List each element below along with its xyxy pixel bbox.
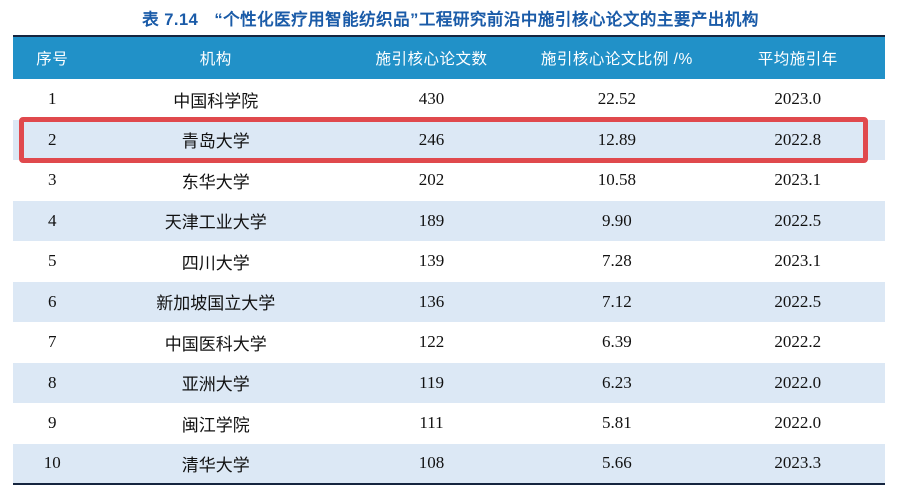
cell-institution: 天津工业大学 [164, 213, 267, 233]
table-title: 表 7.14 “个性化医疗用智能纺织品”工程研究前沿中施引核心论文的主要产出机构 [0, 7, 901, 29]
table-body: 1 中国科学院 430 22.52 2023.0 2 青岛大学 246 12.89 2022.8 3… [13, 79, 885, 484]
cell-citing-core-paper-count: 430 [418, 89, 445, 109]
cell-citing-core-paper-count: 189 [418, 210, 445, 230]
cell-mean-citing-year: 2022.0 [774, 413, 822, 433]
col-header-institution: 机构 [91, 36, 340, 79]
table-row: 7 中国医科大学 122 6.39 2022.2 [13, 322, 885, 363]
cell-rank: 8 [47, 372, 57, 392]
table-number: 表 7.14 [142, 11, 199, 29]
cell-rank: 3 [47, 170, 57, 190]
cell-rank: 7 [47, 332, 57, 352]
report-page: 表 7.14 “个性化医疗用智能纺织品”工程研究前沿中施引核心论文的主要产出机构… [0, 7, 901, 488]
cell-rank: 5 [47, 251, 57, 271]
table-row: 5 四川大学 139 7.28 2023.1 [13, 241, 885, 282]
cell-institution: 青岛大学 [181, 132, 250, 152]
cell-citing-core-paper-ratio: 7.12 [601, 291, 632, 311]
cell-mean-citing-year: 2023.1 [774, 251, 822, 271]
cell-citing-core-paper-ratio: 12.89 [597, 129, 636, 149]
cell-institution: 东华大学 [181, 172, 250, 192]
cell-citing-core-paper-ratio: 6.23 [601, 372, 632, 392]
cell-citing-core-paper-count: 122 [418, 332, 445, 352]
cell-citing-core-paper-ratio: 22.52 [597, 89, 636, 109]
cell-citing-core-paper-ratio: 6.39 [601, 332, 632, 352]
cell-mean-citing-year: 2022.2 [774, 332, 822, 352]
col-header-citing-core-paper-count: 施引核心论文数 [339, 36, 524, 79]
cell-institution: 新加坡国立大学 [156, 294, 276, 314]
cell-citing-core-paper-count: 119 [419, 372, 444, 392]
table-caption: “个性化医疗用智能纺织品”工程研究前沿中施引核心论文的主要产出机构 [214, 11, 759, 29]
table-row-highlighted: 2 青岛大学 246 12.89 2022.8 [13, 119, 885, 160]
cell-rank: 1 [47, 89, 57, 109]
cell-citing-core-paper-ratio: 5.81 [601, 413, 632, 433]
cell-rank: 9 [47, 413, 57, 433]
cell-mean-citing-year: 2022.5 [774, 210, 822, 230]
cell-rank: 4 [47, 210, 57, 230]
header-row: 序号 机构 施引核心论文数 施引核心论文比例 /% 平均施引年 [13, 36, 885, 79]
cell-institution: 亚洲大学 [181, 375, 250, 395]
cell-citing-core-paper-count: 108 [418, 453, 445, 473]
cell-citing-core-paper-ratio: 9.90 [601, 210, 632, 230]
institutions-table: 序号 机构 施引核心论文数 施引核心论文比例 /% 平均施引年 1 中国科学院 43… [13, 35, 885, 485]
cell-citing-core-paper-count: 111 [419, 413, 444, 433]
cell-citing-core-paper-ratio: 7.28 [601, 251, 632, 271]
table-row: 1 中国科学院 430 22.52 2023.0 [13, 79, 885, 120]
cell-mean-citing-year: 2023.1 [774, 170, 822, 190]
cell-citing-core-paper-ratio: 10.58 [597, 170, 636, 190]
cell-mean-citing-year: 2023.0 [774, 89, 822, 109]
cell-mean-citing-year: 2022.8 [774, 129, 822, 149]
col-header-citing-core-paper-ratio: 施引核心论文比例 /% [523, 36, 711, 79]
cell-citing-core-paper-count: 202 [418, 170, 445, 190]
table-row: 3 东华大学 202 10.58 2023.1 [13, 160, 885, 201]
cell-citing-core-paper-count: 246 [418, 129, 445, 149]
cell-mean-citing-year: 2022.0 [774, 372, 822, 392]
cell-institution: 清华大学 [181, 455, 250, 475]
col-header-rank: 序号 [13, 36, 92, 79]
cell-rank: 10 [43, 453, 61, 473]
institutions-table-wrap: 序号 机构 施引核心论文数 施引核心论文比例 /% 平均施引年 1 中国科学院 43… [13, 35, 885, 485]
table-row: 9 闽江学院 111 5.81 2022.0 [13, 403, 885, 444]
table-row: 8 亚洲大学 119 6.23 2022.0 [13, 362, 885, 403]
cell-institution: 闽江学院 [181, 415, 250, 435]
cell-citing-core-paper-count: 136 [418, 291, 445, 311]
cell-citing-core-paper-ratio: 5.66 [601, 453, 632, 473]
table-row: 6 新加坡国立大学 136 7.12 2022.5 [13, 281, 885, 322]
cell-rank: 6 [47, 291, 57, 311]
cell-mean-citing-year: 2022.5 [774, 291, 822, 311]
cell-rank: 2 [47, 129, 57, 149]
table-row: 4 天津工业大学 189 9.90 2022.5 [13, 200, 885, 241]
cell-institution: 中国医科大学 [164, 334, 267, 354]
cell-citing-core-paper-count: 139 [418, 251, 445, 271]
cell-institution: 四川大学 [181, 253, 250, 273]
table-row: 10 清华大学 108 5.66 2023.3 [13, 443, 885, 484]
cell-mean-citing-year: 2023.3 [774, 453, 822, 473]
cell-institution: 中国科学院 [173, 91, 259, 111]
col-header-mean-citing-year: 平均施引年 [710, 36, 885, 79]
